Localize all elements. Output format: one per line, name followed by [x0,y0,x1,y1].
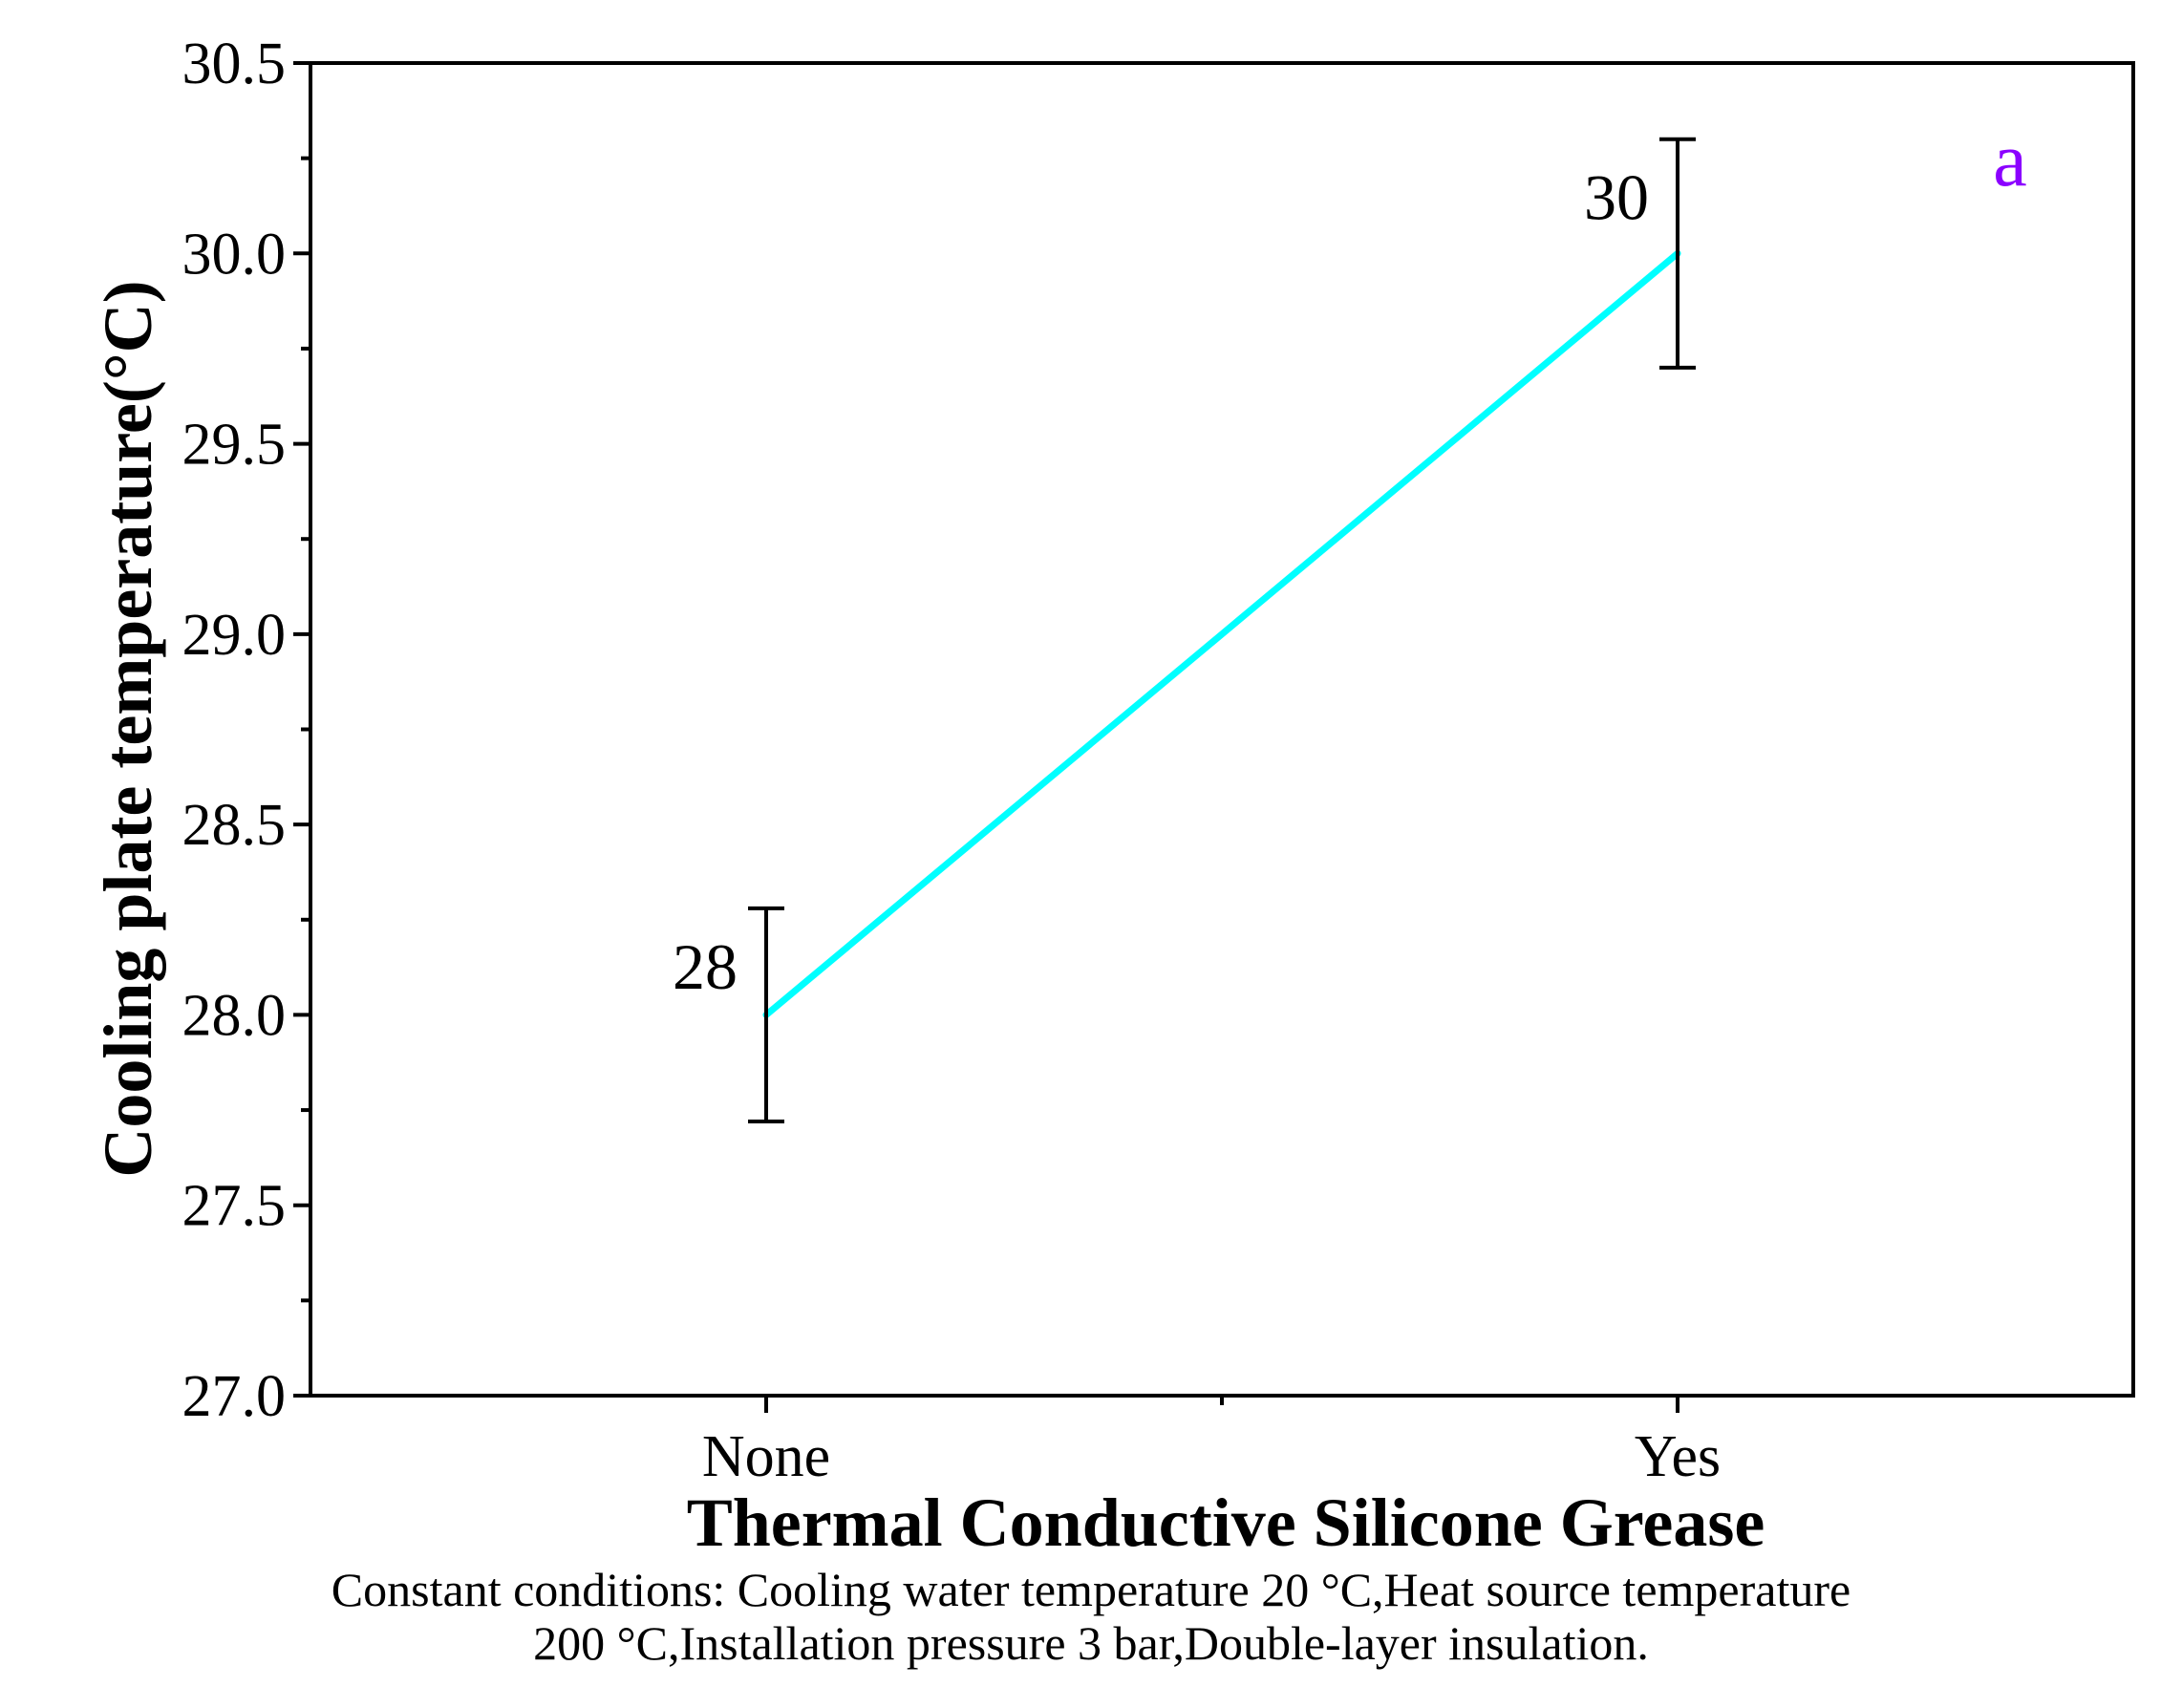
x-tick-label: None [702,1424,830,1489]
x-tick-label: Yes [1635,1424,1721,1489]
caption-line-2: 200 °C,Installation pressure 3 bar,Doubl… [533,1616,1649,1670]
y-tick-label: 30.0 [182,222,287,287]
y-tick-label: 27.0 [182,1364,287,1429]
y-tick-label: 29.0 [182,603,287,668]
data-label: 30 [1584,161,1649,234]
error-bar [748,906,784,1124]
y-tick-label: 28.0 [182,983,287,1048]
x-axis-title: Thermal Conductive Silicone Grease [687,1484,1765,1561]
panel-label: a [1993,118,2027,203]
x-axis-ticks: None Yes [702,1396,1721,1489]
plot-content: 28 30 [673,137,1696,1124]
plot-frame [309,61,2135,1398]
y-tick-label: 29.5 [182,413,287,478]
y-tick-label: 27.5 [182,1174,287,1239]
caption-line-1: Constant conditions: Cooling water tempe… [331,1563,1851,1616]
y-axis-title: Cooling plate temperature(°C) [90,280,166,1177]
error-bar [1659,137,1696,370]
data-label: 28 [673,930,738,1003]
y-tick-label: 30.5 [182,32,287,96]
series-line [762,249,1681,1018]
y-axis-ticks: 27.0 27.5 28.0 28.5 29.0 29.5 30.0 30.5 [182,32,310,1429]
y-tick-label: 28.5 [182,793,287,858]
